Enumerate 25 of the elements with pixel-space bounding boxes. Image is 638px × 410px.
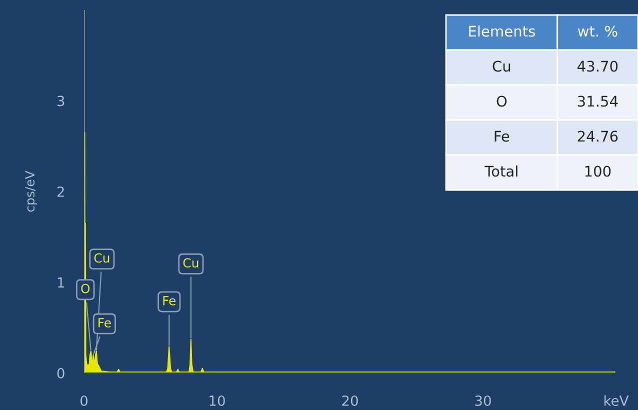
annotation: Total [484,165,518,177]
x-tick-label: 20 [342,395,358,406]
annotation: O [81,284,90,294]
x-tick-label: keV [604,395,629,406]
annotation: Fe [98,318,111,328]
annotation: 24.76 [578,130,618,142]
annotation: wt. % [578,26,618,37]
y-tick-label: 0 [57,368,64,378]
x-tick-label: 0 [80,395,88,406]
annotation: Cu [94,253,110,263]
annotation: Cu [492,60,510,72]
annotation: 31.54 [578,96,618,107]
annotation: 100 [585,166,611,177]
annotation: O [496,96,507,107]
annotation: Elements [469,25,535,37]
annotation: 43.70 [578,60,618,72]
y-tick-label: 2 [57,186,64,197]
x-tick-label: 10 [210,395,225,406]
x-tick-label: 30 [475,395,491,406]
y-axis-title: cps/eV [25,170,37,212]
annotation: Fe [163,296,176,306]
y-tick-label: 1 [58,277,64,288]
y-tick-label: 3 [57,96,64,106]
annotation: Cu [183,258,198,268]
annotation: Fe [494,130,510,142]
